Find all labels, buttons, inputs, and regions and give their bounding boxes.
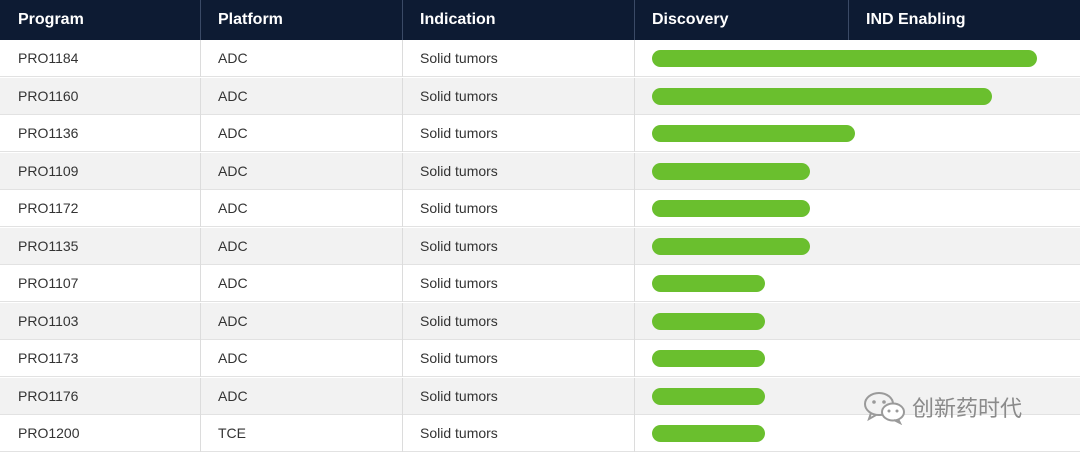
- table-row: PRO1136 ADC Solid tumors: [0, 115, 1080, 152]
- program-cell: PRO1103: [0, 302, 201, 340]
- header-ind-enabling: IND Enabling: [866, 11, 966, 28]
- progress-bar: [652, 425, 765, 442]
- table-row: PRO1109 ADC Solid tumors: [0, 152, 1080, 190]
- progress-cell: [634, 415, 1080, 452]
- indication-cell: Solid tumors: [403, 152, 635, 190]
- progress-bar: [652, 312, 765, 330]
- program-cell: PRO1160: [0, 77, 201, 115]
- platform-cell: ADC: [201, 265, 403, 302]
- program-cell: PRO1136: [0, 115, 201, 152]
- indication-cell: Solid tumors: [403, 340, 635, 377]
- header-program: Program: [0, 0, 201, 40]
- indication-cell: Solid tumors: [403, 77, 635, 115]
- watermark-text: 创新药时代: [912, 397, 1023, 422]
- table-row: PRO1107 ADC Solid tumors: [0, 265, 1080, 302]
- platform-cell: ADC: [201, 152, 403, 190]
- progress-cell: [634, 340, 1080, 377]
- progress-bar: [652, 350, 765, 367]
- table-row: PRO1103 ADC Solid tumors: [0, 302, 1080, 340]
- program-cell: PRO1109: [0, 152, 201, 190]
- table-header: Program Platform Indication Discovery IN…: [0, 0, 1080, 40]
- progress-bar: [652, 200, 810, 217]
- table-row: PRO1135 ADC Solid tumors: [0, 227, 1080, 265]
- platform-cell: TCE: [201, 415, 403, 452]
- progress-cell: [634, 153, 1080, 190]
- wechat-icon: [864, 392, 905, 425]
- program-cell: PRO1176: [0, 377, 201, 415]
- progress-cell: [634, 190, 1080, 227]
- indication-cell: Solid tumors: [403, 40, 635, 77]
- table-row: PRO1172 ADC Solid tumors: [0, 190, 1080, 227]
- program-cell: PRO1172: [0, 190, 201, 227]
- platform-cell: ADC: [201, 190, 403, 227]
- indication-cell: Solid tumors: [403, 115, 635, 152]
- progress-bar: [652, 275, 765, 292]
- progress-cell: [634, 115, 1080, 152]
- progress-cell: [634, 78, 1080, 115]
- program-cell: PRO1184: [0, 40, 201, 77]
- indication-cell: Solid tumors: [403, 302, 635, 340]
- progress-bar: [652, 50, 1037, 67]
- progress-bar: [652, 237, 810, 255]
- platform-cell: ADC: [201, 227, 403, 265]
- progress-bar: [652, 87, 992, 105]
- program-cell: PRO1200: [0, 415, 201, 452]
- platform-cell: ADC: [201, 77, 403, 115]
- progress-bar: [652, 387, 765, 405]
- progress-bar: [652, 162, 810, 180]
- indication-cell: Solid tumors: [403, 190, 635, 227]
- progress-cell: [634, 265, 1080, 302]
- platform-cell: ADC: [201, 40, 403, 77]
- indication-cell: Solid tumors: [403, 377, 635, 415]
- progress-cell: [634, 228, 1080, 265]
- watermark: 创新药时代: [862, 388, 1022, 426]
- platform-cell: ADC: [201, 302, 403, 340]
- indication-cell: Solid tumors: [403, 265, 635, 302]
- progress-cell: [634, 378, 1080, 415]
- table-row: PRO1160 ADC Solid tumors: [0, 77, 1080, 115]
- program-cell: PRO1107: [0, 265, 201, 302]
- progress-cell: [634, 303, 1080, 340]
- progress-bar: [652, 125, 855, 142]
- header-indication: Indication: [403, 0, 635, 40]
- table-row: PRO1173 ADC Solid tumors: [0, 340, 1080, 377]
- platform-cell: ADC: [201, 115, 403, 152]
- header-platform: Platform: [201, 0, 403, 40]
- table-row: PRO1184 ADC Solid tumors: [0, 40, 1080, 77]
- platform-cell: ADC: [201, 340, 403, 377]
- progress-cell: [634, 40, 1080, 77]
- header-discovery: Discovery: [635, 0, 849, 40]
- platform-cell: ADC: [201, 377, 403, 415]
- program-cell: PRO1173: [0, 340, 201, 377]
- program-cell: PRO1135: [0, 227, 201, 265]
- indication-cell: Solid tumors: [403, 227, 635, 265]
- indication-cell: Solid tumors: [403, 415, 635, 452]
